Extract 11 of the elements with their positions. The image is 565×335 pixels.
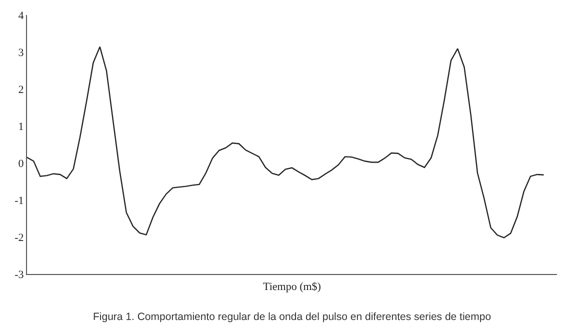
y-tick-label: 0 — [18, 158, 24, 170]
y-tick-label: 2 — [18, 84, 24, 96]
text: Figura 1. Comportamiento regular de la onda del pulso en diferentes series de tiempo — [93, 311, 492, 323]
y-tick-label: -1 — [14, 194, 24, 207]
x-axis-title: Tiempo (m$) — [263, 281, 322, 294]
y-tick-label: 1 — [18, 120, 24, 133]
y-tick-label: -3 — [14, 268, 24, 281]
line-series — [27, 46, 544, 238]
y-tick-label: -2 — [14, 232, 24, 244]
y-tick-label: 4 — [18, 10, 24, 22]
y-tick-label: 3 — [18, 46, 24, 59]
